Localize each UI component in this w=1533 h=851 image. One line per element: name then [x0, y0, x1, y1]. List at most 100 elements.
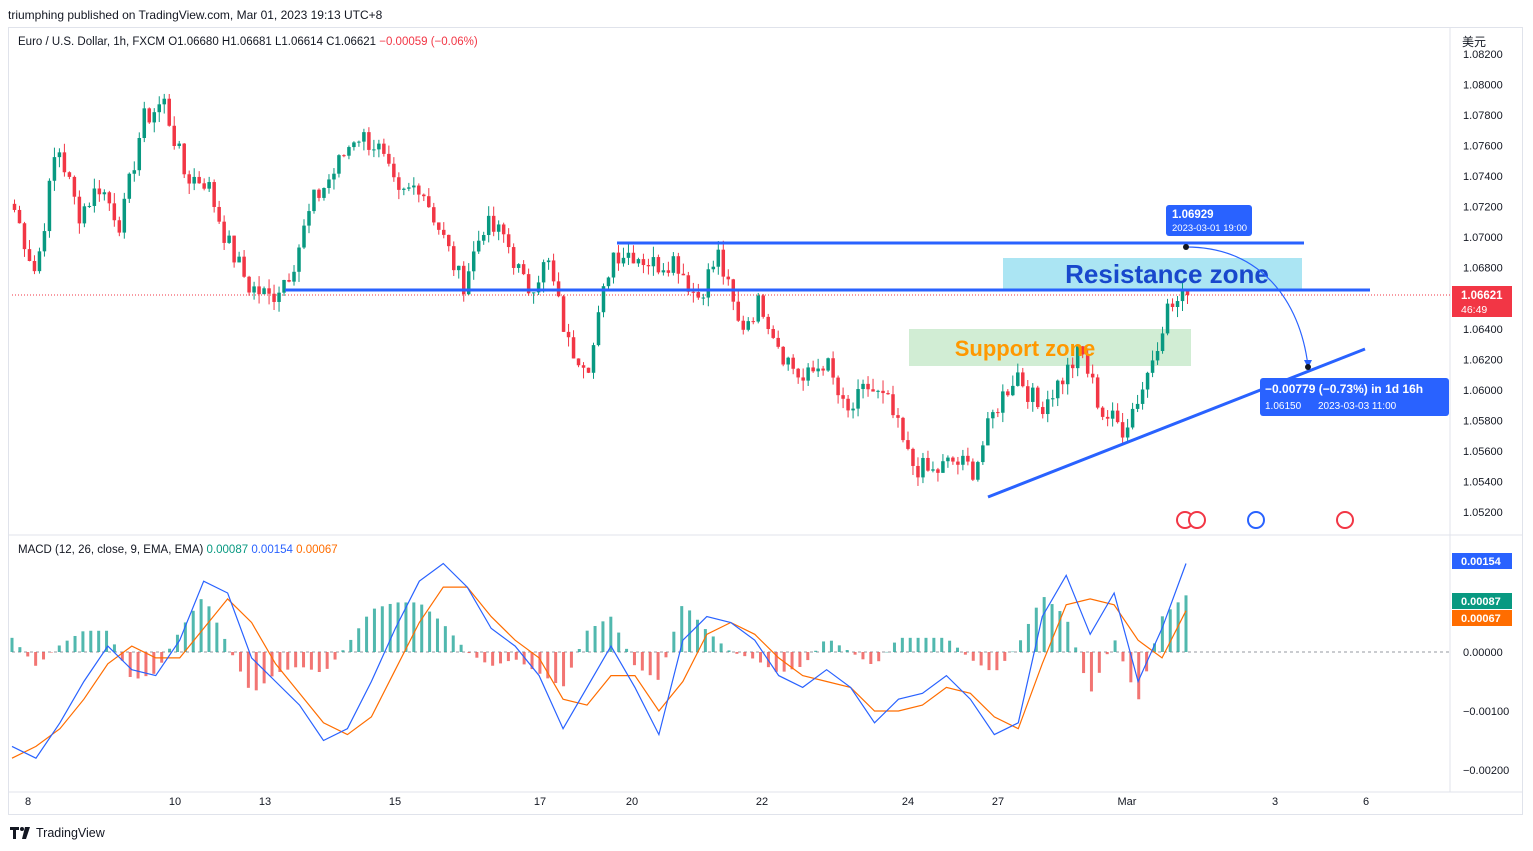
candle-body	[991, 412, 995, 419]
macd-histogram-bar	[372, 608, 376, 652]
macd-histogram-bar	[632, 652, 636, 666]
macd-histogram-bar	[853, 652, 857, 655]
tradingview-logo[interactable]: TradingView	[10, 826, 105, 840]
macd-histogram-bar	[112, 644, 116, 652]
candle-body	[606, 277, 611, 287]
y-tick-label: 1.07400	[1463, 171, 1503, 183]
candle-body	[831, 358, 835, 378]
macd-histogram-bar	[1042, 597, 1046, 652]
macd-histogram-bar	[128, 652, 132, 677]
candle-body	[861, 383, 865, 390]
top-time-label: 2023-03-01 19:00	[1172, 223, 1247, 234]
macd-histogram-bar	[483, 652, 487, 663]
resistance-zone-label: Resistance zone	[1065, 259, 1269, 289]
candle-body	[377, 143, 381, 150]
macd-label[interactable]: MACD (12, 26, close, 9, EMA, EMA)	[18, 544, 204, 556]
candle-body	[402, 188, 406, 190]
candle-body	[926, 457, 930, 471]
candle-body	[17, 209, 22, 224]
macd-histogram-bar	[577, 649, 581, 652]
candle-body	[691, 291, 696, 293]
candle-body	[367, 132, 371, 150]
candle-body	[651, 257, 656, 267]
candle-body	[801, 377, 805, 381]
candle-body	[566, 331, 571, 338]
candle-body	[187, 174, 191, 184]
macd-histogram-bar	[585, 630, 589, 652]
x-tick-label: 24	[902, 796, 914, 808]
macd-histogram-bar	[286, 652, 290, 670]
candle-body	[516, 264, 521, 268]
candle-body	[422, 194, 426, 197]
candle-body	[1065, 364, 1070, 385]
candle-body	[901, 417, 905, 441]
macd-histogram-bar	[617, 632, 621, 652]
macd-histogram-bar	[908, 637, 912, 652]
candle-body	[986, 418, 990, 446]
symbol-legend: Euro / U.S. Dollar, 1h, FXCM O1.06680 H1…	[18, 36, 478, 48]
candle-body	[1100, 407, 1105, 417]
macd-histogram-bar	[1019, 640, 1023, 652]
candle-body	[1115, 410, 1120, 423]
candle-body	[392, 163, 396, 178]
candle-body	[466, 271, 471, 295]
candle-body	[726, 276, 731, 280]
candle-body	[137, 137, 142, 171]
candle-body	[511, 247, 516, 268]
candle-body	[362, 132, 366, 142]
economic-event-icon	[1247, 511, 1265, 529]
candle-body	[12, 203, 17, 210]
macd-histogram-bar	[1074, 647, 1078, 652]
economic-event-icon	[1336, 511, 1354, 529]
macd-histogram-bar	[759, 652, 763, 663]
candle-body	[382, 143, 386, 154]
candle-body	[581, 365, 586, 368]
projection-start-dot	[1183, 244, 1189, 250]
macd-histogram-bar	[294, 652, 298, 668]
candle-body	[87, 205, 92, 207]
candle-body	[591, 345, 596, 373]
macd-line	[11, 562, 1187, 759]
x-tick-label: 3	[1272, 796, 1278, 808]
candle-body	[846, 398, 850, 411]
macd-value-tag	[1452, 610, 1512, 626]
candle-body	[636, 259, 641, 264]
candle-body	[442, 229, 446, 235]
x-tick-label: 20	[626, 796, 638, 808]
candle-body	[976, 462, 980, 480]
macd-histogram-bar	[727, 650, 731, 652]
symbol-name[interactable]: Euro / U.S. Dollar, 1h, FXCM	[18, 36, 165, 48]
candle-body	[1075, 346, 1080, 369]
macd-histogram-bar	[656, 652, 660, 680]
y-tick-label: 1.05400	[1463, 476, 1503, 488]
support-zone-label: Support zone	[955, 336, 1096, 361]
macd-histogram-bar	[1184, 595, 1188, 652]
candle-body	[1050, 398, 1055, 400]
x-tick-label: Mar	[1118, 796, 1137, 808]
candle-body	[736, 301, 741, 321]
macd-histogram-bar	[916, 637, 920, 652]
candle-body	[1085, 354, 1090, 374]
macd-histogram-bar	[365, 616, 369, 652]
candle-body	[1130, 408, 1135, 428]
candle-body	[841, 395, 845, 399]
candle-body	[1160, 333, 1165, 352]
macd-value-tag	[1452, 553, 1512, 569]
candle-body	[496, 224, 501, 232]
candle-body	[232, 235, 236, 263]
macd-histogram-bar	[18, 647, 22, 652]
candle-body	[47, 180, 52, 232]
candle-body	[746, 321, 750, 330]
candle-body	[951, 457, 955, 462]
macd-histogram-bar	[207, 606, 211, 652]
top-price-label-box	[1166, 205, 1252, 236]
macd-histogram-bar	[924, 637, 928, 652]
candle-body	[576, 358, 581, 366]
candle-body	[981, 445, 985, 463]
macd-histogram-bar	[278, 652, 282, 672]
candle-body	[611, 252, 616, 278]
macd-histogram-bar	[814, 650, 818, 652]
candle-body	[541, 262, 546, 283]
chart-frame	[8, 27, 1523, 815]
